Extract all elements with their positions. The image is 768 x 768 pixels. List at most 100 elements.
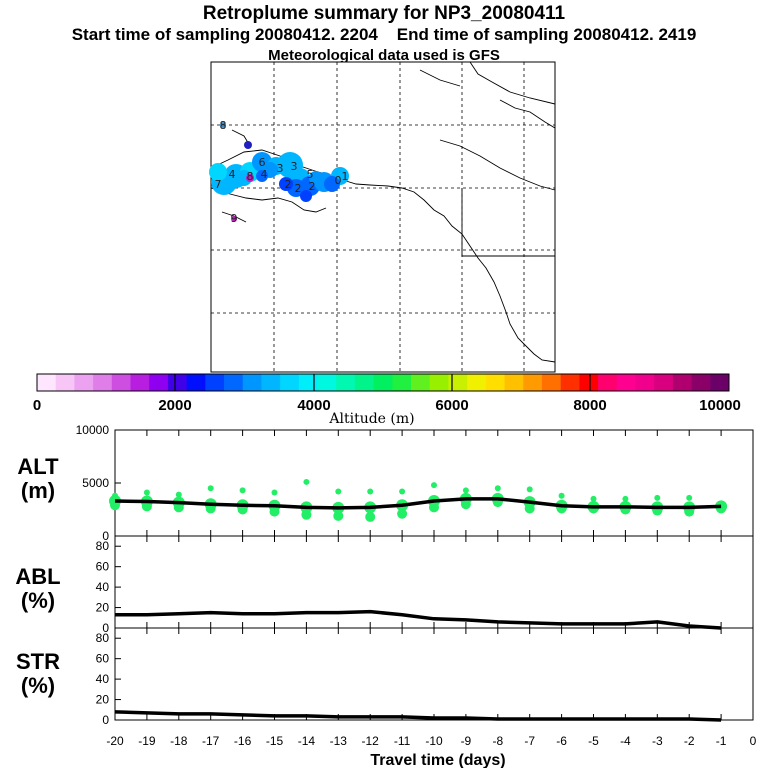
colorbar-cell <box>710 374 730 391</box>
particle-point <box>399 488 406 495</box>
colorbar-cell <box>298 374 319 391</box>
particle-point <box>558 492 565 499</box>
colorbar-cell <box>111 374 132 391</box>
colorbar-cell <box>672 374 693 391</box>
colorbar-cell <box>317 374 337 391</box>
colorbar-cell <box>167 374 188 391</box>
x-tick-label: -4 <box>620 734 631 748</box>
cluster-label: 3 <box>277 162 284 175</box>
particle-point <box>686 494 693 501</box>
plume-point <box>231 216 237 222</box>
x-tick-label: -3 <box>652 734 663 748</box>
colorbar-cell <box>467 374 487 391</box>
plume-blob <box>309 171 323 185</box>
colorbar-tick-label: 8000 <box>573 397 606 414</box>
y-tick-label: 0 <box>102 529 109 543</box>
colorbar-cell <box>448 374 468 391</box>
colorbar-cell <box>654 374 674 391</box>
colorbar: 0 2000 4000 6000 8000 10000 Altitude (m) <box>33 373 741 427</box>
colorbar-tick-label: 2000 <box>158 397 191 414</box>
colorbar-tick-label: 6000 <box>435 397 468 414</box>
x-axis-label: Travel time (days) <box>370 752 505 768</box>
y-tick-label: 5000 <box>82 476 109 490</box>
plume-point <box>246 174 254 182</box>
x-tick-label: -17 <box>202 734 220 748</box>
x-tick-label: -6 <box>556 734 567 748</box>
y-tick-label: 20 <box>96 601 110 615</box>
colorbar-cell <box>186 374 206 391</box>
colorbar-cell <box>205 374 225 391</box>
particle-point <box>367 488 374 495</box>
x-tick-label: -18 <box>170 734 188 748</box>
colorbar-cell <box>598 374 618 391</box>
cluster-label: 5 <box>307 168 314 181</box>
y-tick-label: 80 <box>96 539 110 553</box>
y-tick-label: 10000 <box>76 423 110 437</box>
x-tick-label: -15 <box>266 734 284 748</box>
y-tick-label: 20 <box>96 693 110 707</box>
cluster-label: 3 <box>291 160 298 173</box>
end-time-label: End time of sampling 20080412. 2419 <box>396 25 697 44</box>
y-tick-label: 60 <box>96 652 110 666</box>
cluster-label: 8 <box>247 170 254 183</box>
colorbar-cell <box>242 374 262 391</box>
x-tick-label: -10 <box>425 734 443 748</box>
particle-point <box>431 482 437 489</box>
x-tick-label: -8 <box>492 734 503 748</box>
colorbar-cell <box>616 374 636 391</box>
sampling-times: Start time of sampling 20080412. 2204 En… <box>0 25 768 45</box>
colorbar-cell <box>373 374 393 391</box>
x-tick-label: -16 <box>234 734 252 748</box>
y-tick-label: 40 <box>96 672 110 686</box>
cluster-label: 4 <box>261 168 268 181</box>
panel-frame <box>114 627 754 721</box>
cluster-label: 1 <box>342 170 349 183</box>
x-tick-label: -14 <box>298 734 316 748</box>
colorbar-tick-label: 0 <box>33 397 41 414</box>
x-tick-label: -1 <box>716 734 727 748</box>
cluster-label: 7 <box>215 178 222 191</box>
colorbar-tick-label: 4000 <box>297 397 330 414</box>
colorbar-cell <box>37 374 57 391</box>
colorbar-cell <box>224 374 244 391</box>
colorbar-cell <box>429 374 449 391</box>
colorbar-cell <box>541 374 562 391</box>
plume-blob <box>324 176 340 192</box>
cluster-label: 2 <box>309 180 316 193</box>
colorbar-cell <box>635 374 655 391</box>
x-tick-label: -12 <box>362 734 380 748</box>
colorbar-cell <box>74 374 94 391</box>
x-tick-label: -5 <box>588 734 599 748</box>
plume-point <box>220 122 226 128</box>
cluster-label: 0 <box>335 174 342 187</box>
y-tick-label: 80 <box>96 631 110 645</box>
colorbar-cell <box>261 374 281 391</box>
colorbar-cell <box>691 374 711 391</box>
particle-point <box>654 494 661 501</box>
colorbar-frame <box>36 373 730 392</box>
str-panel-label: STR (%) <box>16 649 60 698</box>
colorbar-cell <box>411 374 431 391</box>
x-tick-label: -2 <box>684 734 695 748</box>
cluster-label: 6 <box>259 156 266 169</box>
start-time-label: Start time of sampling 20080412. 2204 <box>71 25 378 44</box>
particle-point <box>271 489 278 496</box>
series-line-mean-altitude <box>114 497 722 510</box>
abl-panel-label: ABL (%) <box>15 564 61 613</box>
particle-point <box>397 508 408 519</box>
colorbar-cell <box>560 374 580 391</box>
particle-point <box>590 495 597 502</box>
x-tick-label: -11 <box>394 734 411 748</box>
particle-point <box>239 487 246 494</box>
particle-point <box>303 478 310 485</box>
chart-title: Retroplume summary for NP3_20080411 <box>202 3 566 24</box>
particle-point <box>622 495 629 502</box>
colorbar-cell <box>579 374 599 391</box>
particle-point <box>335 488 342 495</box>
particle-point <box>207 485 214 492</box>
x-tick-label: -20 <box>106 734 124 748</box>
